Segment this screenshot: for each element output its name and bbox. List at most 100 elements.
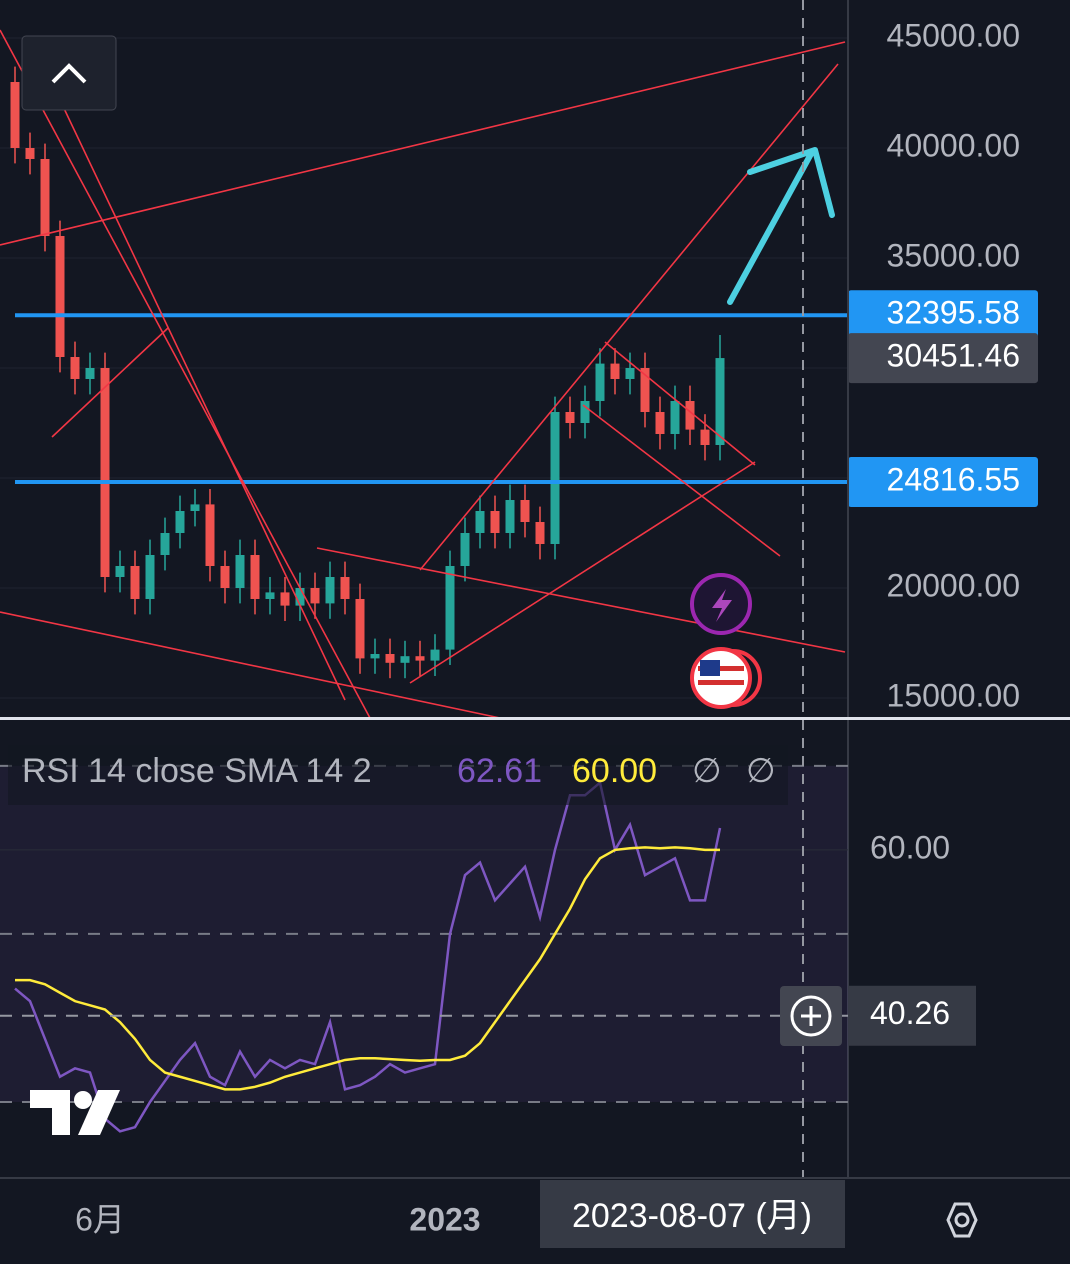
flag-stripe: [698, 680, 744, 685]
gear: [946, 1202, 978, 1238]
crosshair-value: 40.26: [870, 995, 950, 1031]
plus-circle: [790, 995, 832, 1037]
logo-part: [78, 1090, 120, 1135]
candle-body: [700, 429, 710, 445]
candle-body: [565, 411, 575, 423]
candle-body: [535, 521, 545, 545]
y-tick-label: 40000.00: [887, 127, 1020, 163]
candle-body: [280, 592, 290, 606]
plus: [801, 1006, 821, 1026]
candle-body: [550, 411, 560, 545]
logo-part: [30, 1090, 70, 1135]
candle-body: [655, 411, 665, 434]
candle-body: [115, 566, 125, 578]
candle-body: [640, 367, 650, 412]
candle-body: [85, 367, 95, 379]
legend-na: ∅: [692, 752, 722, 790]
candle-body: [265, 592, 275, 600]
arrow: [727, 147, 835, 305]
candle-body: [430, 649, 440, 661]
price-panel: 15000.0020000.0025000.0030000.0035000.00…: [0, 17, 1038, 713]
crosshair-value-badge: [848, 985, 976, 1046]
last-price-label: 30451.46: [887, 338, 1020, 374]
candle-body: [100, 367, 110, 578]
candle-body: [175, 510, 185, 533]
candle-body: [595, 363, 605, 401]
trend-line: [419, 63, 839, 571]
candle-body: [160, 532, 170, 556]
x-tick-label: 2023: [409, 1201, 480, 1237]
candle-body: [25, 147, 35, 159]
candle-body: [40, 158, 50, 236]
candle-body: [340, 577, 350, 600]
level-label: 24816.55: [887, 461, 1020, 497]
trend-line: [51, 327, 169, 438]
trend-line: [582, 404, 781, 557]
candle-body: [355, 599, 365, 659]
rsi-legend-value: 62.61: [457, 752, 542, 790]
y-tick-label: 60.00: [870, 829, 950, 865]
candle-body: [715, 358, 725, 445]
event-icons: [690, 573, 762, 709]
candle-body: [490, 510, 500, 533]
trend-line: [59, 99, 346, 701]
candle-body: [235, 555, 245, 589]
trend-line: [316, 547, 846, 653]
crosshair-date-badge: [540, 1180, 845, 1248]
candle-body: [220, 566, 230, 589]
candle-body: [580, 400, 590, 423]
flag-stripe: [698, 666, 744, 671]
y-tick-label: 15000.00: [887, 677, 1020, 713]
panel-divider: [0, 717, 1070, 720]
tv-logo: [30, 1090, 120, 1135]
x-tick-label: 6月: [75, 1201, 125, 1237]
series-line: [15, 846, 720, 1091]
level-label: 32395.58: [887, 295, 1020, 331]
candle-body: [325, 577, 335, 604]
y-tick-label: 35000.00: [887, 237, 1020, 273]
trend-line: [409, 461, 756, 684]
trend-drawings: [0, 29, 846, 719]
time-axis: [0, 1177, 1070, 1264]
trend-line: [0, 29, 371, 719]
candle-body: [205, 504, 215, 567]
candle-body: [10, 81, 20, 148]
trend-line: [0, 611, 501, 719]
collapse-button[interactable]: [21, 35, 117, 111]
candle-body: [445, 566, 455, 650]
candle-body: [385, 654, 395, 663]
chevron-up: [51, 63, 87, 84]
us-flag-icon[interactable]: [690, 647, 752, 709]
candle-body: [190, 504, 200, 511]
rsi-panel: 60.00 40.26: [0, 764, 976, 1133]
trend-line: [0, 41, 846, 246]
candle-body: [295, 588, 305, 606]
y-tick-label: 45000.00: [887, 17, 1020, 53]
crosshair-date: 2023-08-07 (月): [572, 1197, 812, 1235]
sma-legend-value: 60.00: [572, 752, 657, 790]
logo-part: [74, 1091, 92, 1109]
candle-body: [505, 499, 515, 533]
candle-body: [520, 499, 530, 522]
candle-body: [145, 555, 155, 600]
legend-na: ∅: [746, 752, 776, 790]
candle-body: [55, 235, 65, 357]
trend-line: [604, 341, 756, 466]
candle-body: [250, 555, 260, 600]
candle-body: [610, 363, 620, 379]
candle-body: [370, 654, 380, 659]
lightning-glyph: [712, 589, 732, 622]
y-tick-label: 20000.00: [887, 567, 1020, 603]
flag-canton: [700, 660, 720, 676]
candle-body: [625, 367, 635, 379]
candle-body: [685, 400, 695, 430]
legend-bg: [8, 745, 788, 805]
candle-body: [475, 510, 485, 533]
level-badge: [848, 457, 1038, 508]
candle-body: [310, 588, 320, 604]
candle-body: [400, 656, 410, 663]
candle-body: [415, 656, 425, 661]
settings-icon[interactable]: [946, 1202, 978, 1238]
